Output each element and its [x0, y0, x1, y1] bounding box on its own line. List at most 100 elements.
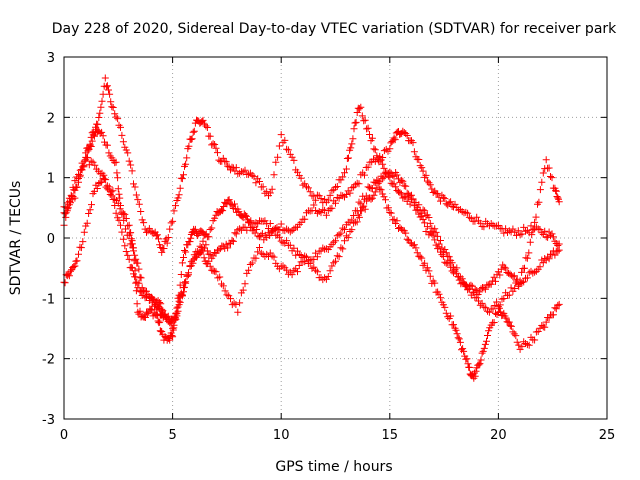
data-point-series-3: [447, 312, 455, 320]
data-point-series-4: [475, 297, 482, 305]
data-point-series-3: [368, 185, 376, 192]
data-point-series-2: [341, 237, 348, 245]
data-point-series-1: [419, 167, 427, 175]
data-point-series-4: [353, 109, 361, 116]
data-point-series-4: [215, 156, 223, 164]
data-point-series-3: [520, 338, 528, 346]
data-point-series-1: [339, 192, 347, 200]
data-point-series-3: [395, 225, 402, 232]
data-point-series-4: [236, 169, 244, 177]
data-point-series-3: [382, 196, 389, 204]
data-point-series-3: [333, 232, 341, 240]
data-point-series-3: [212, 268, 220, 276]
data-point-series-1: [548, 230, 556, 238]
data-point-series-4: [370, 145, 378, 153]
data-point-series-4: [284, 146, 292, 154]
data-point-series-4: [494, 303, 502, 311]
data-point-series-1: [434, 190, 442, 198]
data-point-series-3: [477, 356, 485, 364]
data-point-series-4: [297, 174, 305, 182]
data-point-series-4: [259, 183, 267, 191]
data-point-series-1: [332, 199, 339, 207]
data-point-series-1: [115, 190, 123, 198]
data-point-series-4: [498, 295, 506, 303]
data-point-series-4: [107, 98, 115, 106]
data-point-series-4: [174, 194, 182, 202]
data-point-series-3: [478, 349, 486, 357]
data-point-series-2: [503, 269, 511, 276]
data-point-series-3: [92, 181, 100, 189]
data-point-series-4: [364, 124, 372, 132]
data-point-series-4: [415, 201, 423, 209]
data-point-series-3: [223, 291, 231, 299]
data-point-series-3: [479, 347, 487, 355]
data-point-series-1: [231, 200, 238, 208]
data-point-series-1: [518, 230, 526, 238]
data-point-series-3: [335, 231, 343, 239]
data-point-series-3: [441, 303, 449, 311]
data-point-series-4: [306, 188, 314, 196]
data-point-series-2: [432, 241, 440, 249]
data-point-series-3: [73, 257, 81, 265]
data-point-series-4: [419, 206, 427, 214]
data-point-series-2: [395, 175, 402, 183]
data-point-series-2: [353, 218, 361, 226]
data-point-series-1: [520, 223, 528, 231]
data-point-series-4: [277, 131, 285, 139]
data-point-series-1: [313, 209, 321, 217]
data-point-series-3: [370, 178, 378, 186]
data-point-series-4: [373, 152, 381, 160]
data-point-series-2: [371, 188, 379, 196]
data-point-series-2: [134, 259, 142, 267]
data-point-series-4: [366, 131, 373, 138]
data-point-series-1: [144, 310, 152, 318]
data-point-series-3: [330, 238, 338, 246]
data-point-series-2: [212, 249, 220, 257]
data-point-series-3: [431, 279, 439, 287]
data-point-series-2: [224, 244, 232, 252]
data-point-series-2: [215, 246, 223, 254]
data-point-series-1: [114, 174, 122, 182]
data-point-series-1: [206, 226, 214, 233]
data-point-series-2: [399, 177, 407, 185]
data-point-series-3: [490, 319, 498, 326]
data-point-series-4: [538, 178, 546, 186]
data-point-series-4: [122, 146, 130, 154]
data-point-series-4: [212, 144, 220, 152]
data-point-series-4: [528, 231, 536, 239]
data-point-series-3: [86, 206, 94, 214]
data-point-series-2: [422, 228, 430, 235]
data-point-series-4: [108, 103, 116, 111]
data-point-series-2: [332, 257, 339, 265]
data-point-series-1: [464, 209, 472, 217]
data-point-series-2: [342, 232, 350, 240]
data-point-series-3: [246, 261, 254, 268]
data-point-series-3: [134, 284, 142, 292]
data-point-series-4: [88, 137, 96, 145]
data-point-series-1: [410, 148, 418, 156]
data-point-series-4: [493, 298, 501, 306]
data-point-series-4: [299, 181, 307, 189]
data-point-series-2: [313, 268, 321, 276]
data-point-series-3: [108, 192, 116, 200]
data-point-series-1: [429, 189, 437, 196]
data-point-series-1: [242, 212, 250, 220]
data-point-series-1: [258, 230, 266, 238]
data-point-series-2: [199, 237, 207, 245]
data-point-series-4: [167, 219, 175, 227]
data-point-series-4: [469, 289, 477, 297]
data-point-series-4: [290, 156, 298, 164]
data-point-series-4: [256, 178, 263, 185]
data-point-series-2: [236, 225, 244, 233]
data-point-series-4: [182, 160, 190, 168]
data-point-series-1: [346, 189, 354, 197]
data-point-series-3: [181, 283, 188, 291]
data-point-series-4: [202, 122, 210, 130]
data-point-series-4: [312, 196, 320, 204]
data-point-series-1: [169, 333, 177, 341]
data-point-series-4: [347, 144, 355, 152]
data-point-series-2: [232, 230, 240, 238]
data-point-series-1: [516, 231, 524, 239]
data-point-series-3: [174, 307, 182, 315]
data-point-series-4: [345, 154, 352, 162]
